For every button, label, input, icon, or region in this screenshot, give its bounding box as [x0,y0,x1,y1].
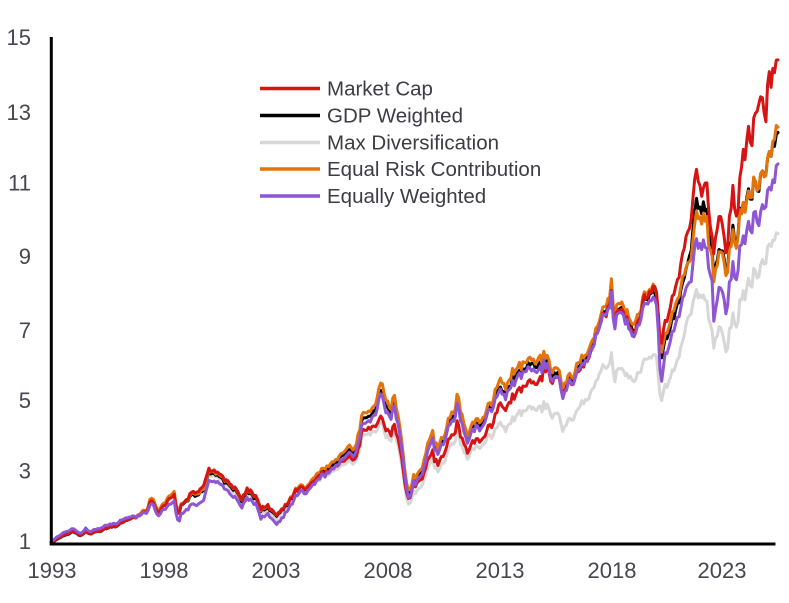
svg-text:GDP Weighted: GDP Weighted [327,105,463,128]
svg-text:5: 5 [19,388,31,413]
svg-text:11: 11 [8,171,31,196]
svg-text:3: 3 [19,459,31,484]
svg-text:2003: 2003 [252,558,301,583]
svg-text:9: 9 [19,244,31,269]
svg-text:1993: 1993 [28,558,77,583]
svg-text:Max Diversification: Max Diversification [327,132,499,155]
svg-text:2013: 2013 [476,558,525,583]
svg-text:15: 15 [7,25,31,50]
svg-text:1998: 1998 [140,558,189,583]
svg-text:Equally Weighted: Equally Weighted [327,185,486,208]
svg-text:2023: 2023 [698,558,747,583]
svg-text:2018: 2018 [588,558,637,583]
svg-text:Equal Risk Contribution: Equal Risk Contribution [327,158,541,181]
svg-text:13: 13 [7,100,31,125]
svg-text:2008: 2008 [364,558,413,583]
svg-text:1: 1 [19,529,31,554]
svg-text:Market Cap: Market Cap [327,78,433,101]
svg-text:7: 7 [19,318,31,343]
